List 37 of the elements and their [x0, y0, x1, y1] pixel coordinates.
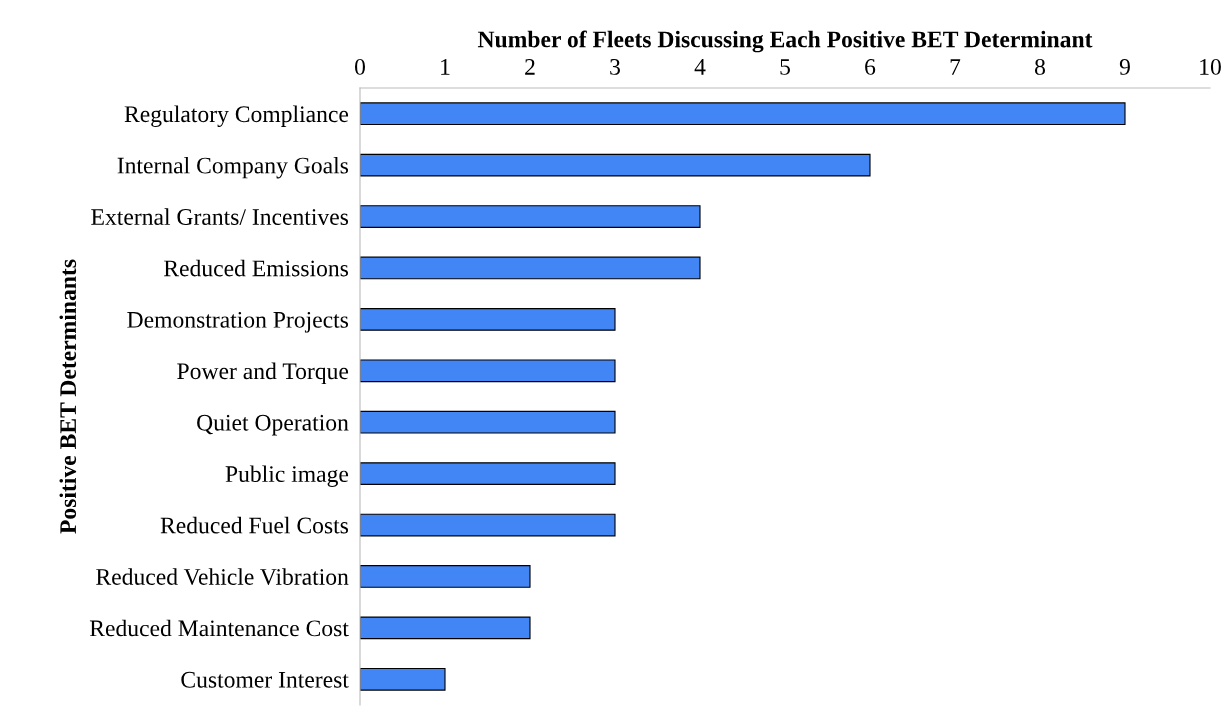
- y-tick-label: Reduced Fuel Costs: [160, 516, 349, 534]
- bar: [360, 462, 616, 485]
- bar: [360, 205, 701, 228]
- bar: [360, 616, 531, 640]
- x-tick-label: 10: [1200, 58, 1221, 75]
- bar: [360, 256, 701, 280]
- x-tick-label: 0: [355, 58, 365, 75]
- y-tick-label: External Grants/ Incentives: [91, 208, 349, 225]
- bar: [360, 359, 616, 383]
- x-tick-label: 3: [610, 59, 620, 75]
- y-tick-label: Reduced Emissions: [163, 259, 349, 277]
- y-tick-label: Reduced Maintenance Cost: [89, 619, 349, 637]
- x-tick-label: 8: [1035, 58, 1045, 75]
- x-tick-label: 7: [950, 59, 961, 75]
- y-tick-label: Customer Interest: [181, 671, 349, 688]
- bar: [360, 667, 446, 691]
- x-tick-label: 2: [525, 59, 535, 75]
- y-tick-label: Quiet Operation: [197, 414, 349, 436]
- bar: [360, 308, 616, 331]
- bar: [360, 565, 531, 588]
- y-tick-label: Demonstration Projects: [127, 311, 349, 333]
- x-tick-label: 4: [694, 59, 706, 75]
- bar: [360, 153, 871, 177]
- x-tick-label: 9: [1119, 59, 1130, 75]
- y-tick-label: Regulatory Compliance: [124, 105, 349, 127]
- y-tick-label: Reduced Vehicle Vibration: [96, 568, 349, 586]
- y-axis-title: Positive BET Determinants: [59, 259, 77, 534]
- bar: [360, 513, 616, 537]
- x-tick-label: 6: [865, 59, 876, 75]
- y-tick-label: Internal Company Goals: [117, 156, 349, 179]
- x-tick-label: 1: [441, 59, 450, 75]
- x-tick-label: 5: [780, 59, 790, 75]
- bar: [360, 102, 1126, 126]
- bar: [360, 410, 616, 434]
- x-axis-title: Number of Fleets Discussing Each Positive BET Determinant: [477, 30, 1093, 53]
- y-tick-label: Public image: [225, 465, 349, 487]
- y-tick-label: Power and Torque: [177, 362, 349, 385]
